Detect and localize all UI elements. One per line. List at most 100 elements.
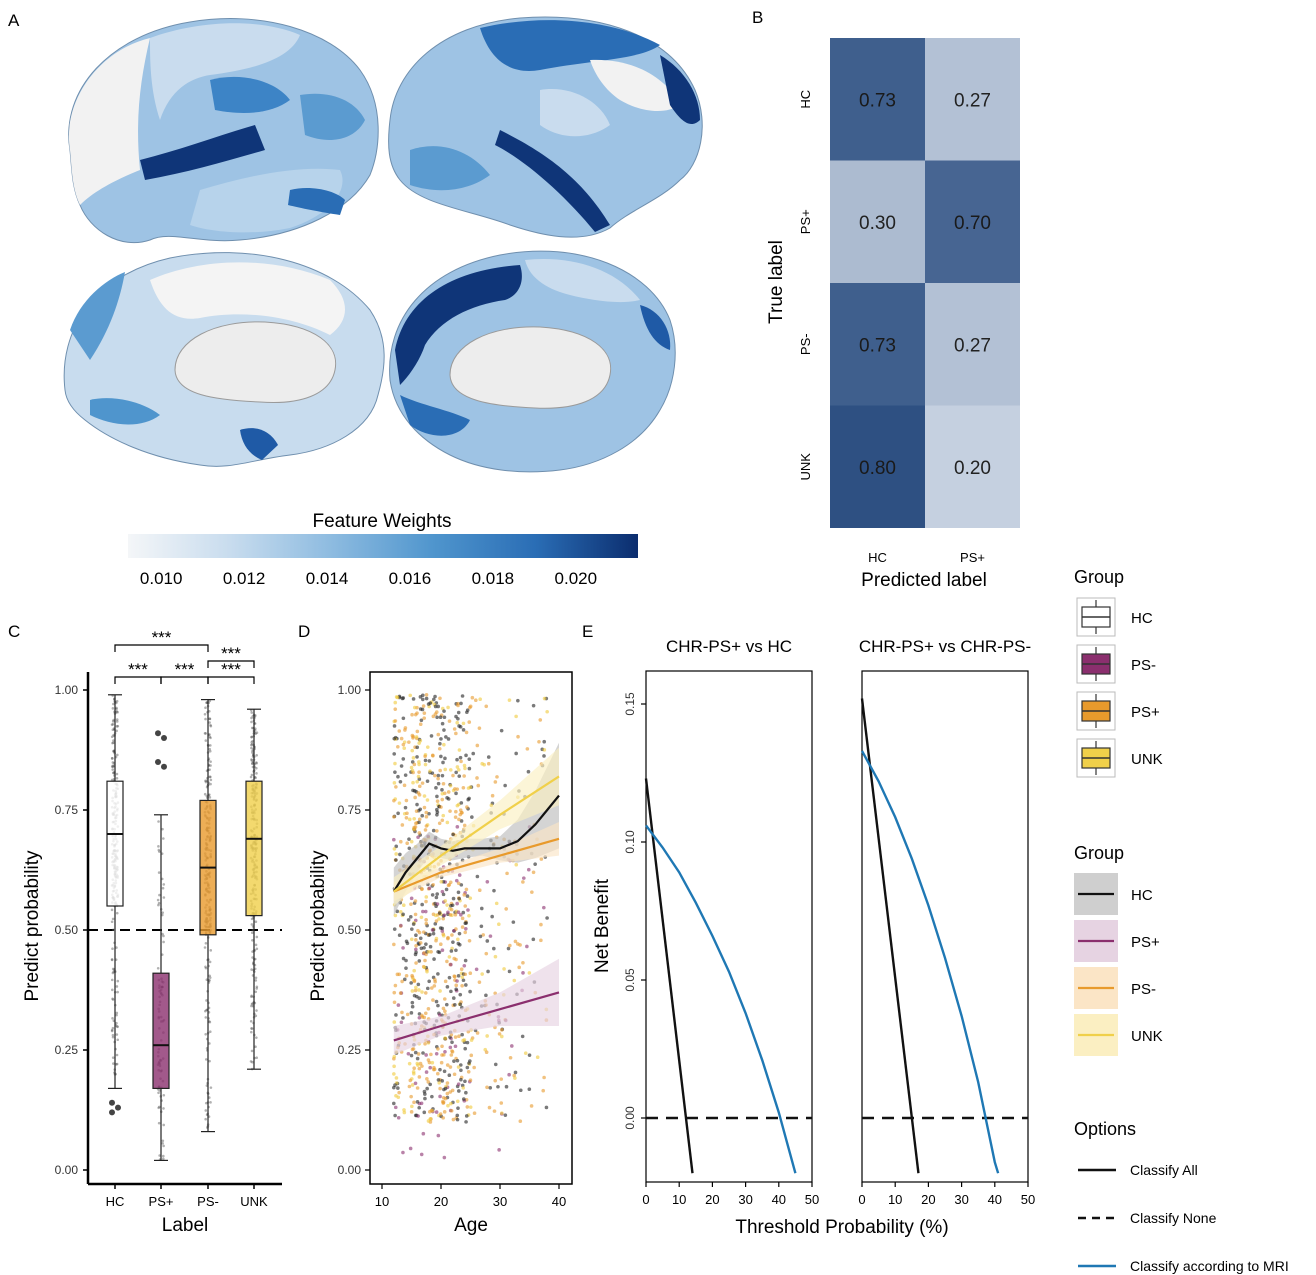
scatter-point	[434, 1110, 439, 1114]
scatter-point	[436, 972, 440, 976]
dca-xtick-1-2: 20	[921, 1192, 935, 1207]
scatter-point	[470, 815, 474, 819]
boxplot-point	[161, 1139, 165, 1143]
scatter-point	[449, 989, 453, 994]
colorbar-tick-2: 0.014	[306, 569, 349, 588]
boxplot-point	[111, 720, 115, 723]
scatter-point	[423, 991, 428, 995]
boxplot-point	[250, 773, 254, 777]
scatter-point	[541, 1088, 546, 1093]
heatmap-row-label-3: UNK	[798, 453, 813, 481]
boxplot-box-3	[245, 780, 263, 917]
scatter-point	[454, 714, 458, 719]
scatter-point	[436, 776, 440, 781]
scatter-point	[394, 695, 399, 699]
scatter-point	[489, 803, 494, 808]
scatter-point	[451, 940, 455, 944]
scatter-point	[454, 948, 458, 953]
scatter-point	[440, 929, 445, 933]
boxplot-point	[255, 772, 258, 775]
boxplot-point	[254, 979, 258, 982]
scatter-point	[420, 813, 425, 818]
scatter-point	[462, 964, 467, 968]
scatter-point	[507, 1072, 511, 1077]
colorbar	[128, 534, 638, 558]
heatmap-cell-0-0	[830, 38, 925, 161]
scatter-point	[392, 1000, 397, 1005]
panel-a-letter: A	[8, 11, 20, 30]
scatter-point	[456, 1065, 461, 1069]
scatter-point	[463, 1079, 467, 1084]
scatter-point	[457, 896, 461, 901]
boxplot-point	[208, 793, 211, 796]
scatter-point	[465, 805, 469, 809]
scatter-point	[415, 994, 419, 999]
scatter-point	[441, 933, 446, 938]
scatter-point	[439, 1060, 444, 1065]
scatter-point	[413, 712, 418, 717]
scatter-point	[500, 1111, 504, 1115]
scatter-point	[458, 812, 463, 817]
scatter-point	[409, 1011, 414, 1015]
boxplot-point	[162, 1157, 165, 1161]
scatter-point	[542, 748, 547, 752]
scatter-point	[400, 979, 404, 984]
boxplot-point	[208, 775, 212, 779]
scatter-point	[437, 917, 441, 921]
scatter-point	[440, 889, 445, 894]
scatter-point	[396, 1003, 401, 1007]
scatter-point	[433, 977, 437, 982]
scatter-point	[409, 981, 413, 985]
scatter-point	[525, 747, 530, 751]
scatter-point	[423, 762, 428, 767]
boxplot-point	[111, 998, 115, 1001]
boxplot-ytick-2: 0.50	[55, 923, 79, 937]
scatter-point	[417, 820, 421, 825]
boxplot-point	[254, 714, 257, 717]
boxplot-point	[111, 728, 115, 732]
scatter-point	[463, 958, 468, 963]
boxplot-point	[115, 707, 118, 711]
scatter-point	[488, 934, 493, 938]
scatter-point	[410, 1004, 415, 1009]
scatter-point	[500, 1034, 504, 1039]
scatter-point	[414, 985, 418, 990]
boxplot-point	[255, 753, 258, 757]
scatter-point	[398, 991, 403, 995]
decision-curve-chart: CHR-PS+ vs HC 0 10 20 30 40 50 0.00 0.05 0.10 0.15…	[623, 637, 1035, 1207]
scatter-point	[456, 937, 460, 942]
boxplot-point	[156, 898, 160, 902]
scatter-point	[429, 1052, 433, 1057]
boxplot-point	[161, 913, 164, 917]
scatter-point	[438, 1094, 442, 1099]
scatter-point	[405, 811, 409, 816]
scatter-point	[475, 1031, 480, 1035]
heatmap-value-0-0: 0.73	[859, 90, 896, 111]
scatter-point	[457, 817, 461, 822]
scatter-point	[469, 1038, 474, 1042]
heatmap-ylabel: True label	[766, 240, 787, 324]
scatter-point	[393, 1113, 397, 1118]
scatter-point	[486, 761, 491, 766]
scatter-point	[447, 975, 452, 980]
scatter-point	[397, 1090, 401, 1095]
boxplot-point	[115, 701, 118, 705]
scatter-point	[505, 871, 509, 876]
boxplot-point	[204, 1109, 208, 1112]
scatter-point	[452, 1059, 456, 1063]
scatter-point	[401, 1016, 405, 1020]
boxplot-point	[204, 732, 207, 735]
boxplot-point	[209, 1101, 212, 1104]
significance-bracket-4	[207, 676, 255, 684]
scatter-point	[470, 695, 475, 700]
scatter-point	[417, 1016, 422, 1020]
scatter-point	[497, 1148, 501, 1152]
scatter-point	[417, 959, 422, 963]
boxplot-point	[115, 946, 118, 949]
scatter-point	[469, 1053, 474, 1058]
legend-options-label-0: Classify All	[1130, 1162, 1198, 1178]
scatter-point	[392, 1064, 396, 1069]
scatter-point	[423, 958, 427, 963]
scatter-point	[527, 1053, 532, 1057]
boxplot-point	[115, 699, 119, 703]
